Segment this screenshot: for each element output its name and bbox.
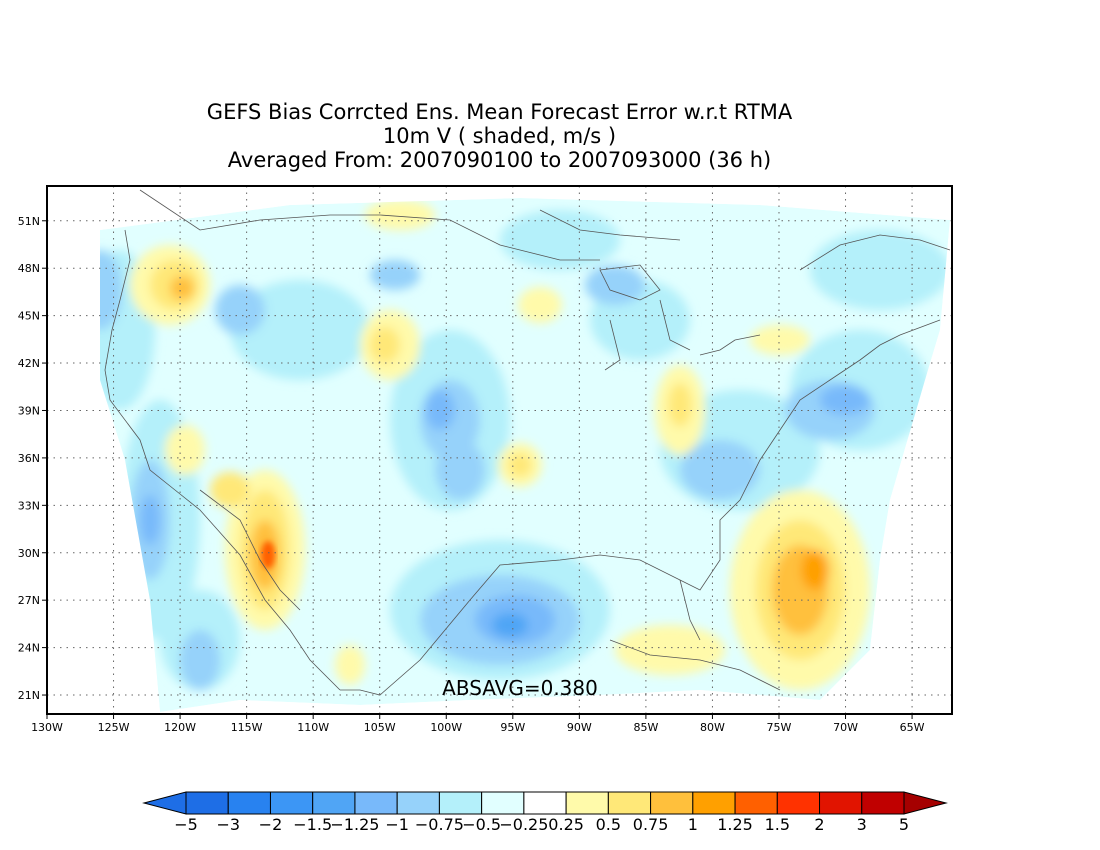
lon-tick-label: 70W bbox=[833, 721, 858, 734]
colorbar-label: −5 bbox=[174, 815, 198, 834]
colorbar-swatch bbox=[185, 791, 229, 815]
colorbar: −5 −3 −2 −1.5−1.25 −1 −0.75−0.5−0.25 0.25 0.5 0.… bbox=[142, 791, 948, 834]
lon-tick-label: 130W bbox=[31, 721, 63, 734]
colorbar-label: 0.5 bbox=[596, 815, 621, 834]
chart-subtitle: 10m V ( shaded, m/s ) bbox=[382, 124, 617, 148]
field-blobs bbox=[100, 200, 950, 690]
colorbar-label: −0.5 bbox=[462, 815, 501, 834]
lat-tick-label: 21N bbox=[18, 689, 40, 702]
colorbar-label: −1.25 bbox=[330, 815, 379, 834]
colorbar-min-arrow bbox=[142, 791, 187, 815]
colorbar-label: 3 bbox=[857, 815, 867, 834]
lon-tick-label: 75W bbox=[767, 721, 792, 734]
colorbar-swatch bbox=[354, 791, 398, 815]
lat-tick-label: 33N bbox=[18, 499, 40, 512]
colorbar-max-arrow bbox=[903, 791, 948, 815]
colorbar-swatch bbox=[692, 791, 736, 815]
colorbar-label: 1.25 bbox=[717, 815, 753, 834]
lat-tick-label: 39N bbox=[18, 404, 40, 417]
colorbar-swatch bbox=[861, 791, 905, 815]
colorbar-swatch bbox=[819, 791, 863, 815]
lon-tick-label: 120W bbox=[164, 721, 196, 734]
colorbar-swatch bbox=[312, 791, 356, 815]
colorbar-label: 0.75 bbox=[633, 815, 669, 834]
lon-tick-label: 105W bbox=[364, 721, 396, 734]
lon-tick-label: 90W bbox=[567, 721, 592, 734]
coastlines bbox=[104, 189, 951, 696]
field-max-spot bbox=[261, 541, 275, 569]
lat-tick-label: 45N bbox=[18, 310, 40, 323]
chart-title: GEFS Bias Corrcted Ens. Mean Forecast Er… bbox=[206, 100, 793, 124]
colorbar-label: −1 bbox=[385, 815, 409, 834]
colorbar-label: −0.25 bbox=[499, 815, 548, 834]
chart-title-block: GEFS Bias Corrcted Ens. Mean Forecast Er… bbox=[47, 100, 952, 172]
lon-tick-label: 100W bbox=[430, 721, 462, 734]
colorbar-label: −3 bbox=[216, 815, 240, 834]
colorbar-label: −1.5 bbox=[293, 815, 332, 834]
colorbar-swatch bbox=[396, 791, 440, 815]
colorbar-label: 1 bbox=[688, 815, 698, 834]
lat-tick-label: 36N bbox=[18, 452, 40, 465]
colorbar-swatch bbox=[565, 791, 609, 815]
colorbar-label: 5 bbox=[899, 815, 909, 834]
colorbar-swatch bbox=[438, 791, 483, 815]
lat-tick-label: 24N bbox=[18, 642, 40, 655]
shaded-field bbox=[100, 198, 950, 712]
lon-tick-labels: 130W 125W 120W 115W 110W 105W 100W 95W 90W 85W 80W… bbox=[31, 721, 925, 734]
chart-period: Averaged From: 2007090100 to 2007093000 … bbox=[227, 148, 772, 172]
colorbar-label: −2 bbox=[259, 815, 283, 834]
colorbar-swatch bbox=[269, 791, 314, 815]
colorbar-swatch bbox=[607, 791, 652, 815]
lon-tick-label: 125W bbox=[98, 721, 130, 734]
colorbar-label: −0.75 bbox=[415, 815, 464, 834]
colorbar-label: 0.25 bbox=[548, 815, 584, 834]
lat-tick-label: 42N bbox=[18, 357, 40, 370]
lon-tick-label: 65W bbox=[900, 721, 925, 734]
lat-tick-labels: 21N 24N 27N 30N 33N 36N 39N 42N 45N 48N 51N bbox=[18, 215, 40, 702]
colorbar-label: 1.5 bbox=[765, 815, 790, 834]
lon-tick-label: 110W bbox=[297, 721, 329, 734]
colorbar-swatch bbox=[734, 791, 778, 815]
lat-tick-label: 27N bbox=[18, 594, 40, 607]
plot-frame bbox=[46, 185, 953, 715]
colorbar-label: 2 bbox=[814, 815, 824, 834]
lat-tick-label: 30N bbox=[18, 547, 40, 560]
colorbar-swatch bbox=[481, 791, 525, 815]
absavg-annotation: ABSAVG=0.380 bbox=[442, 676, 598, 700]
lon-tick-label: 95W bbox=[500, 721, 525, 734]
lon-tick-label: 115W bbox=[231, 721, 263, 734]
lat-tick-label: 48N bbox=[18, 262, 40, 275]
lat-tick-label: 51N bbox=[18, 215, 40, 228]
colorbar-swatch bbox=[776, 791, 821, 815]
lon-tick-label: 80W bbox=[700, 721, 725, 734]
gridlines bbox=[42, 186, 952, 719]
colorbar-swatch bbox=[650, 791, 694, 815]
colorbar-swatch bbox=[227, 791, 271, 815]
lon-tick-label: 85W bbox=[633, 721, 658, 734]
colorbar-swatch bbox=[523, 791, 567, 815]
